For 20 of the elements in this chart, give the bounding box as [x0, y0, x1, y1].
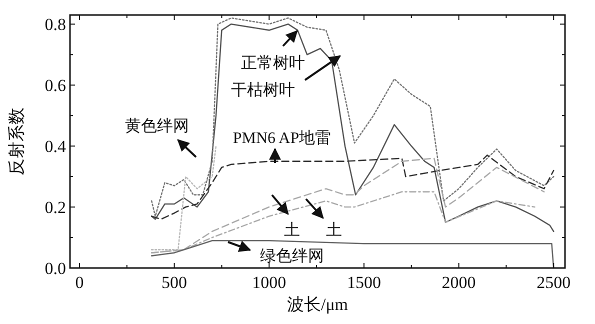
y-tick-label: 0.6	[44, 76, 66, 96]
x-tick-label: 500	[162, 273, 188, 292]
y-tick-label: 0.8	[44, 15, 66, 34]
annotation: 土	[326, 221, 342, 239]
y-tick-label: 0.2	[44, 198, 66, 218]
x-axis-title: 波长/μm	[286, 295, 348, 314]
annotation: 绿色绊网	[260, 247, 324, 265]
annotation: 黄色绊网	[125, 117, 189, 135]
annotation: 干枯树叶	[231, 81, 295, 99]
y-tick-label: 0.0	[44, 259, 66, 278]
y-tick-label: 0.4	[44, 137, 66, 156]
x-tick-label: 1000	[252, 273, 286, 292]
annotation: 正常树叶	[241, 54, 305, 72]
y-axis-title: 反射系数	[7, 108, 26, 176]
annotation: 土	[284, 221, 300, 239]
x-tick-label: 0	[75, 273, 84, 292]
annotation: PMN6 AP地雷	[232, 129, 332, 147]
x-tick-label: 1500	[346, 273, 381, 292]
x-tick-label: 2500	[536, 273, 571, 292]
x-tick-label: 2000	[442, 273, 476, 292]
